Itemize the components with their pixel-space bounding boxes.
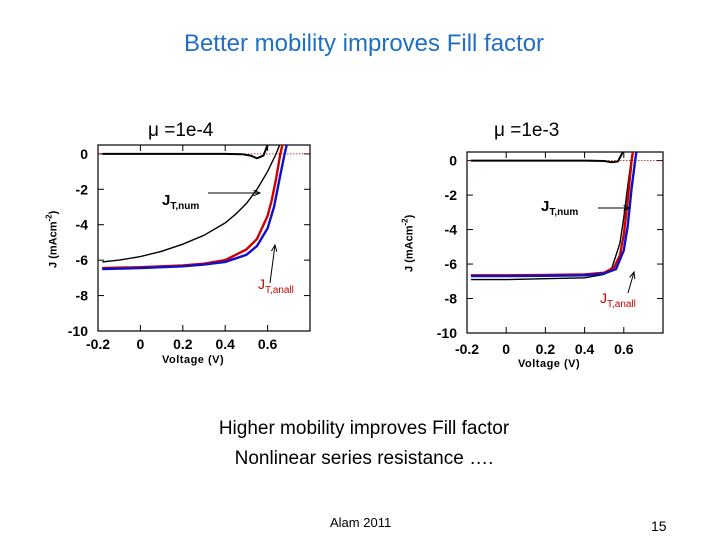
- x-tick-label: 0.2: [536, 341, 556, 357]
- caption-line-2: Nonlinear series resistance ….: [0, 448, 728, 470]
- y-tick-label: -2: [76, 181, 89, 197]
- x-tick-label: 0.4: [215, 336, 235, 352]
- series-analytical-red: [471, 135, 636, 275]
- y-tick-label: -8: [76, 288, 89, 304]
- y-tick-label: 0: [80, 146, 88, 162]
- series-analytical-blue: [471, 133, 640, 276]
- series-analytical-blue: [102, 122, 293, 269]
- page-number: 15: [651, 518, 667, 534]
- x-tick-label: 0.4: [575, 341, 595, 357]
- x-tick-label: -0.2: [455, 341, 479, 357]
- y-tick-label: 0: [449, 153, 457, 169]
- y-tick-label: -6: [445, 256, 458, 272]
- x-tick-label: 0.2: [173, 336, 193, 352]
- y-tick-label: -2: [445, 187, 458, 203]
- series-reference-dark: [471, 140, 628, 162]
- series-analytical-red: [102, 122, 289, 268]
- x-tick-label: 0: [137, 336, 145, 352]
- x-tick-label: 0.6: [258, 336, 278, 352]
- y-tick-label: -4: [76, 217, 89, 233]
- x-tick-label: 0.6: [614, 341, 634, 357]
- y-tick-label: -4: [445, 222, 458, 238]
- caption-line-1: Higher mobility improves Fill factor: [0, 418, 728, 440]
- y-tick-label: -8: [445, 291, 458, 307]
- x-tick-label: 0: [502, 341, 510, 357]
- arrow-anall: [270, 245, 275, 283]
- y-tick-label: -6: [76, 252, 89, 268]
- series-numerical: [102, 133, 284, 262]
- x-tick-label: -0.2: [86, 336, 110, 352]
- series-numerical: [471, 135, 636, 280]
- y-tick-label: -10: [437, 325, 457, 341]
- footer-credit: Alam 2011: [330, 515, 391, 530]
